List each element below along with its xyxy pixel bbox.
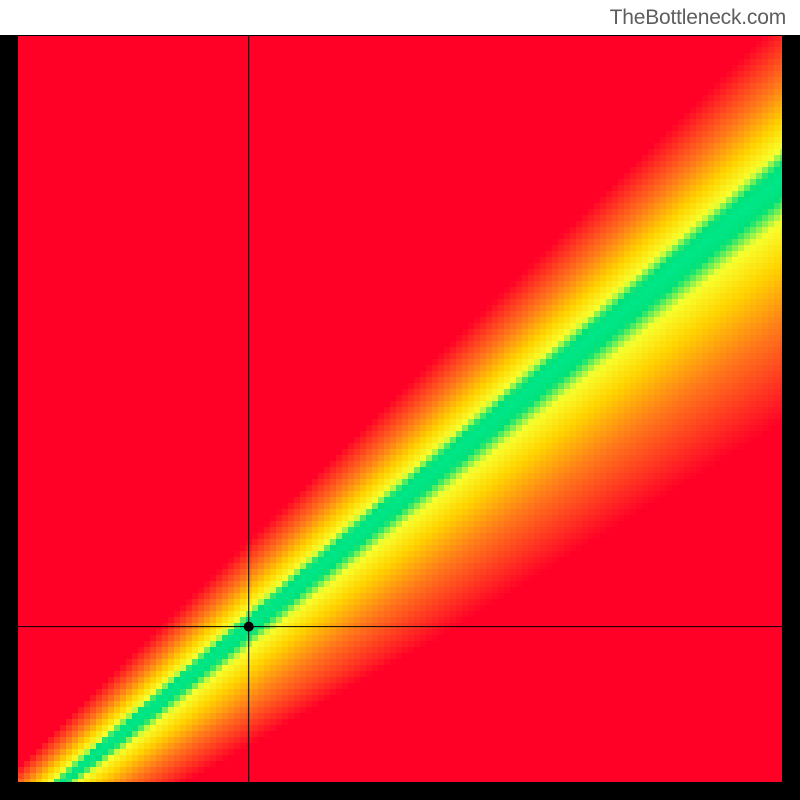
bottleneck-heatmap: TheBottleneck.com [0,0,800,800]
attribution-label: TheBottleneck.com [610,6,786,30]
heatmap-svg [0,0,800,800]
